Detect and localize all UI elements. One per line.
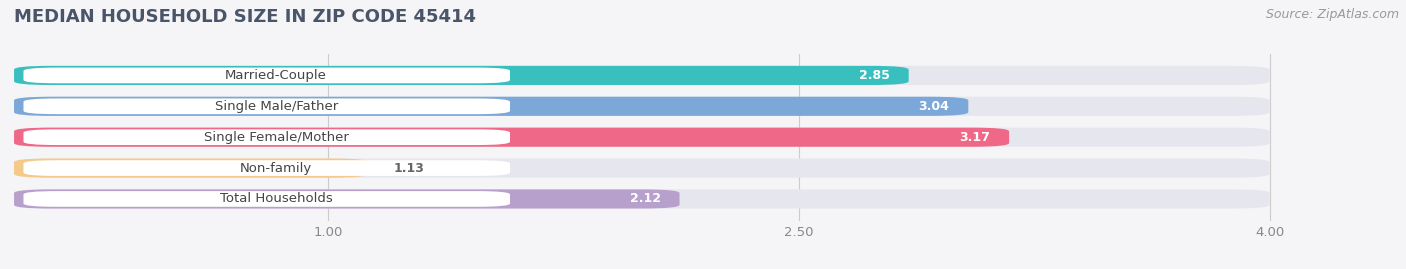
Text: MEDIAN HOUSEHOLD SIZE IN ZIP CODE 45414: MEDIAN HOUSEHOLD SIZE IN ZIP CODE 45414 bbox=[14, 8, 477, 26]
FancyBboxPatch shape bbox=[24, 191, 510, 207]
FancyBboxPatch shape bbox=[14, 128, 1010, 147]
FancyBboxPatch shape bbox=[24, 98, 510, 114]
FancyBboxPatch shape bbox=[14, 189, 1270, 208]
Text: Non-family: Non-family bbox=[240, 162, 312, 175]
FancyBboxPatch shape bbox=[14, 97, 1270, 116]
FancyBboxPatch shape bbox=[24, 68, 510, 83]
Text: 2.12: 2.12 bbox=[630, 192, 661, 206]
FancyBboxPatch shape bbox=[24, 160, 510, 176]
FancyBboxPatch shape bbox=[14, 66, 908, 85]
FancyBboxPatch shape bbox=[14, 66, 1270, 85]
Text: Single Female/Mother: Single Female/Mother bbox=[204, 131, 349, 144]
Text: 3.04: 3.04 bbox=[918, 100, 949, 113]
Text: Single Male/Father: Single Male/Father bbox=[215, 100, 337, 113]
Text: Source: ZipAtlas.com: Source: ZipAtlas.com bbox=[1265, 8, 1399, 21]
FancyBboxPatch shape bbox=[14, 189, 679, 208]
FancyBboxPatch shape bbox=[14, 158, 368, 178]
FancyBboxPatch shape bbox=[24, 129, 510, 145]
FancyBboxPatch shape bbox=[14, 158, 1270, 178]
FancyBboxPatch shape bbox=[14, 128, 1270, 147]
Text: 3.17: 3.17 bbox=[959, 131, 990, 144]
FancyBboxPatch shape bbox=[14, 97, 969, 116]
Text: Married-Couple: Married-Couple bbox=[225, 69, 328, 82]
Text: 2.85: 2.85 bbox=[859, 69, 890, 82]
Text: 1.13: 1.13 bbox=[394, 162, 425, 175]
Text: Total Households: Total Households bbox=[219, 192, 333, 206]
